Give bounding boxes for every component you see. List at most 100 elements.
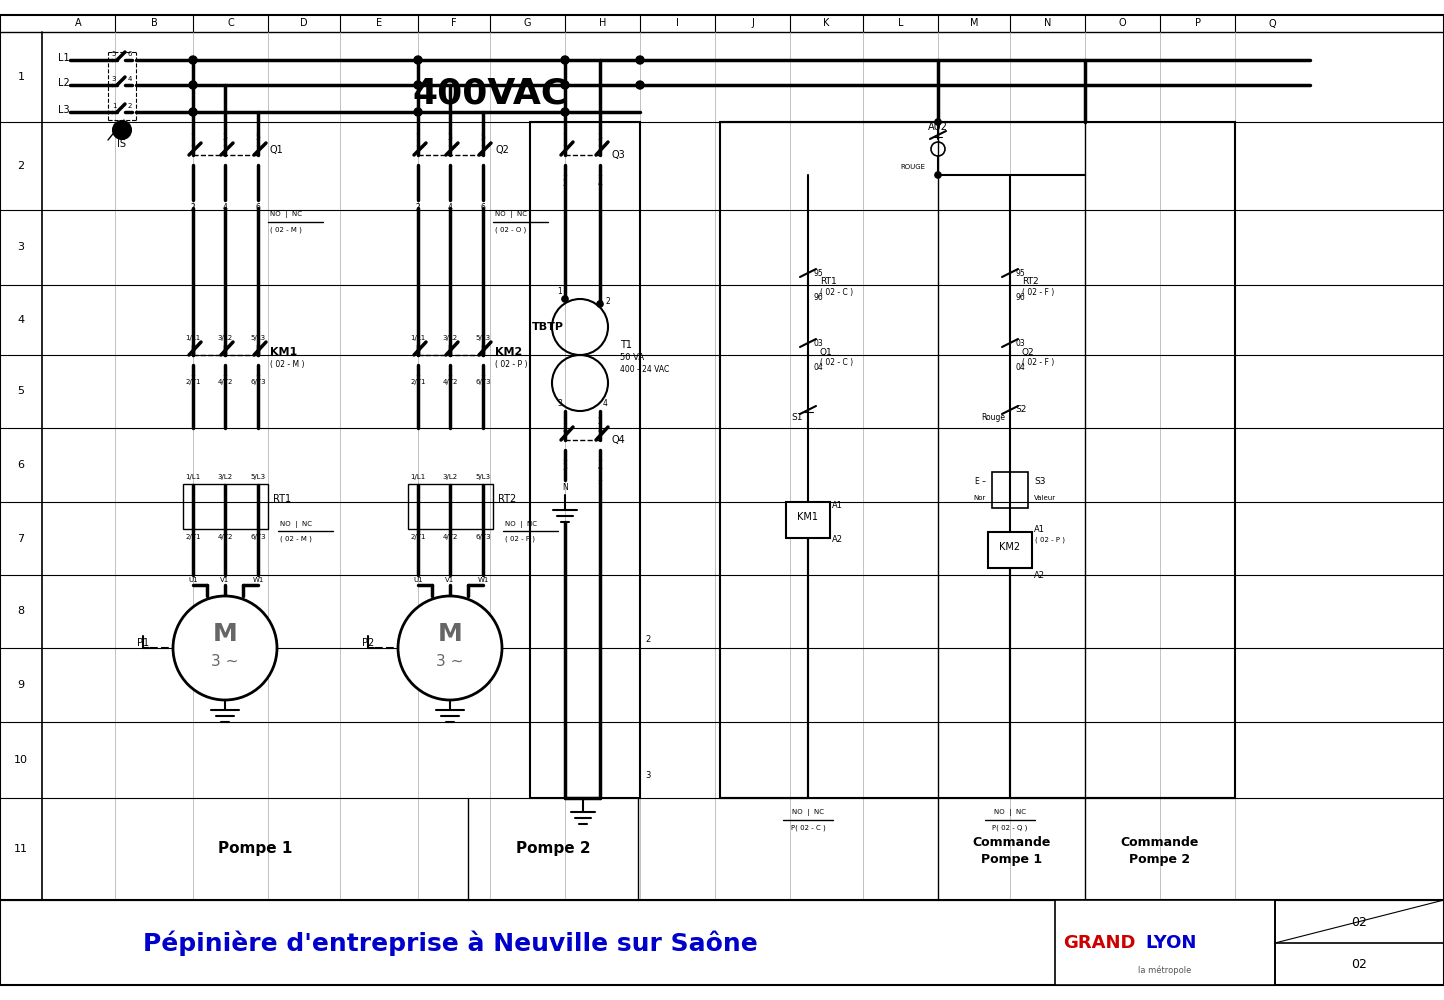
Circle shape	[414, 108, 422, 116]
Text: Q3: Q3	[612, 150, 625, 160]
Text: 1: 1	[17, 72, 25, 82]
Text: U1: U1	[413, 577, 423, 583]
Text: U1: U1	[188, 577, 198, 583]
Text: 2: 2	[598, 418, 602, 426]
Text: Pompe 1: Pompe 1	[218, 842, 292, 856]
Text: 1: 1	[598, 483, 602, 491]
Text: 7: 7	[17, 534, 25, 544]
Text: 400VAC: 400VAC	[413, 77, 567, 111]
Text: C: C	[227, 18, 234, 28]
Text: 1/L1: 1/L1	[185, 474, 201, 480]
Text: 95: 95	[1015, 268, 1025, 277]
Text: 2/T1: 2/T1	[185, 534, 201, 540]
Text: 02: 02	[1352, 916, 1367, 928]
Text: 2: 2	[563, 178, 567, 188]
Text: 2: 2	[605, 296, 611, 306]
Text: 4: 4	[129, 76, 133, 82]
Text: G: G	[524, 18, 531, 28]
Text: 1: 1	[563, 418, 567, 426]
Text: 2/T1: 2/T1	[410, 379, 426, 385]
Text: S2: S2	[1015, 406, 1027, 414]
Text: ( 02 - P ): ( 02 - P )	[505, 536, 534, 542]
Text: 6/T3: 6/T3	[250, 534, 266, 540]
Text: B: B	[150, 18, 157, 28]
Text: ROUGE: ROUGE	[901, 164, 926, 170]
Text: L2: L2	[58, 78, 69, 88]
Bar	[988, 532, 1032, 568]
Text: 5: 5	[111, 51, 116, 57]
Text: K: K	[823, 18, 830, 28]
Text: 5/L3: 5/L3	[250, 335, 266, 341]
Text: T1: T1	[619, 340, 632, 350]
Text: ( 02 - O ): ( 02 - O )	[495, 227, 526, 233]
Text: 4: 4	[448, 204, 452, 213]
Text: 1/L1: 1/L1	[185, 335, 201, 341]
Text: 95: 95	[813, 268, 823, 277]
Bar	[721, 122, 1235, 798]
Text: 96: 96	[1015, 292, 1025, 302]
Text: Pépinière d'entreprise à Neuville sur Saône: Pépinière d'entreprise à Neuville sur Sa…	[143, 930, 757, 956]
Text: Q1: Q1	[270, 145, 284, 155]
Text: 6/T3: 6/T3	[250, 379, 266, 385]
Circle shape	[173, 596, 277, 700]
Text: ( 02 - P ): ( 02 - P )	[495, 360, 527, 369]
Bar	[992, 472, 1028, 508]
Text: GRAND: GRAND	[1063, 934, 1135, 952]
Text: 6: 6	[256, 204, 260, 213]
Text: la métropole: la métropole	[1138, 965, 1191, 975]
Text: 4: 4	[602, 398, 608, 408]
Text: 4/T2: 4/T2	[217, 379, 232, 385]
Text: ( 02 - M ): ( 02 - M )	[270, 360, 305, 369]
Text: 3/L2: 3/L2	[442, 474, 458, 480]
Text: 5: 5	[256, 133, 260, 142]
Text: 5: 5	[17, 386, 25, 396]
Text: P2: P2	[362, 638, 374, 648]
Text: 3: 3	[645, 770, 650, 780]
Text: Valeur: Valeur	[1034, 495, 1056, 501]
Text: 3: 3	[563, 464, 567, 473]
Text: NO  |  NC: NO | NC	[791, 810, 825, 816]
Circle shape	[635, 56, 644, 64]
Text: ( 02 - C ): ( 02 - C )	[820, 288, 853, 298]
Text: LYON: LYON	[1145, 934, 1197, 952]
Circle shape	[562, 296, 567, 302]
Text: ( 02 - P ): ( 02 - P )	[1035, 537, 1066, 543]
Text: KM1: KM1	[797, 512, 819, 522]
Text: 6/T3: 6/T3	[475, 379, 491, 385]
Circle shape	[562, 81, 569, 89]
Text: 2: 2	[129, 103, 133, 109]
Text: RT2: RT2	[1022, 277, 1038, 286]
Bar	[786, 502, 830, 538]
Circle shape	[113, 121, 131, 139]
Text: 02: 02	[1352, 958, 1367, 970]
Text: A2: A2	[832, 536, 843, 544]
Text: 2: 2	[416, 204, 420, 213]
Text: Q2: Q2	[1022, 348, 1034, 357]
Text: P1: P1	[137, 638, 149, 648]
Text: KM1: KM1	[270, 347, 297, 357]
Text: O: O	[1119, 18, 1126, 28]
Bar	[1056, 900, 1275, 985]
Text: W1: W1	[478, 577, 488, 583]
Text: N: N	[1044, 18, 1051, 28]
Text: 3: 3	[111, 76, 117, 82]
Text: AU2: AU2	[928, 122, 949, 132]
Text: ( 02 - F ): ( 02 - F )	[1022, 359, 1054, 367]
Text: 3: 3	[222, 133, 228, 142]
Text: L1: L1	[58, 53, 69, 63]
Circle shape	[635, 81, 644, 89]
Text: 2: 2	[17, 161, 25, 171]
Text: S1: S1	[791, 412, 803, 422]
Circle shape	[189, 108, 196, 116]
Text: V1: V1	[445, 577, 455, 583]
Text: RT1: RT1	[820, 277, 836, 286]
Text: 1: 1	[416, 133, 420, 142]
Text: 1/L1: 1/L1	[410, 474, 426, 480]
Text: RT2: RT2	[498, 494, 517, 504]
Text: 10: 10	[14, 755, 27, 765]
Text: A2: A2	[1034, 570, 1045, 580]
Text: 04: 04	[1015, 362, 1025, 371]
Text: 8: 8	[17, 606, 25, 616]
Text: 5: 5	[481, 133, 485, 142]
Circle shape	[936, 119, 941, 125]
